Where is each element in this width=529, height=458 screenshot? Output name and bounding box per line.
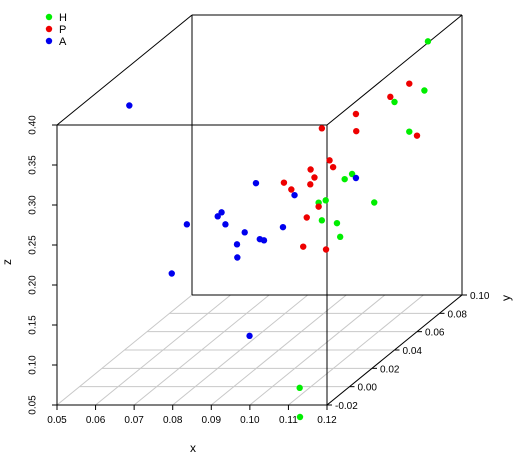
x-tick-label: 0.12 — [317, 415, 337, 426]
data-point-p — [406, 80, 413, 87]
data-point-a — [126, 102, 133, 109]
data-point-h — [341, 175, 348, 183]
data-point-a — [168, 270, 175, 277]
z-axis-label: z — [0, 259, 14, 265]
data-point-a — [241, 229, 248, 236]
data-point-p — [303, 214, 310, 221]
data-point-a — [234, 254, 241, 261]
data-point-p — [352, 110, 360, 118]
data-point-a — [233, 241, 241, 248]
plot-box — [56, 14, 463, 406]
y-tick-label: 0.00 — [358, 383, 378, 394]
data-point-p — [353, 127, 360, 135]
x-tick-label: 0.05 — [47, 415, 67, 426]
data-point-p — [318, 125, 326, 132]
data-point-p — [329, 163, 337, 171]
z-tick-label: 0.20 — [28, 275, 39, 295]
data-point-a — [352, 174, 360, 182]
x-tick-label: 0.10 — [240, 415, 260, 426]
x-axis-label: x — [190, 441, 196, 455]
data-point-p — [307, 181, 314, 188]
data-point-h — [322, 197, 329, 204]
data-point-h — [333, 219, 341, 227]
data-point-p — [307, 166, 314, 173]
data-point-h — [296, 413, 304, 421]
data-point-h — [318, 217, 326, 224]
data-point-a — [252, 179, 260, 187]
legend-marker-p — [45, 25, 53, 33]
data-point-h — [424, 38, 432, 45]
data-point-p — [326, 157, 333, 164]
data-point-h — [296, 384, 303, 392]
data-point-p — [387, 93, 394, 101]
data-point-p — [315, 203, 322, 210]
x-tick-label: 0.06 — [86, 415, 106, 426]
x-tick-label: 0.09 — [202, 415, 222, 426]
z-tick-label: 0.25 — [28, 235, 39, 255]
floor-grid — [56, 294, 463, 406]
data-point-a — [214, 213, 221, 220]
y-tick-label: 0.10 — [470, 291, 490, 302]
y-tick-label: 0.08 — [448, 309, 468, 320]
y-axis-label: y — [499, 295, 513, 301]
data-point-p — [311, 174, 318, 181]
x-tick-label: 0.08 — [163, 415, 183, 426]
box-edge — [56, 14, 193, 126]
z-tick-label: 0.30 — [28, 195, 39, 215]
legend-marker-a — [45, 37, 53, 45]
data-point-p — [288, 186, 295, 193]
data-point-a — [246, 332, 253, 340]
x-tick-label: 0.07 — [124, 415, 144, 426]
z-tick-label: 0.40 — [28, 115, 39, 135]
data-point-a — [218, 209, 225, 216]
legend: HPA — [45, 12, 67, 48]
y-tick-label: 0.02 — [380, 364, 400, 375]
y-tick-label: 0.04 — [403, 346, 423, 357]
data-point-a — [183, 221, 191, 228]
legend-label-a: A — [59, 36, 67, 48]
legend-label-h: H — [59, 12, 67, 24]
z-tick-label: 0.15 — [28, 315, 39, 335]
data-point-a — [279, 223, 287, 231]
data-point-p — [300, 243, 307, 250]
z-tick-label: 0.35 — [28, 155, 39, 175]
z-tick-label: 0.05 — [28, 395, 39, 415]
data-point-h — [391, 98, 398, 106]
data-point-a — [222, 221, 229, 228]
y-tick-label: -0.02 — [335, 401, 358, 412]
legend-marker-h — [45, 13, 53, 21]
legend-label-p: P — [59, 24, 66, 36]
data-point-p — [413, 132, 421, 139]
box-edge — [326, 14, 463, 126]
data-point-p — [322, 246, 330, 253]
z-tick-label: 0.10 — [28, 355, 39, 375]
data-point-h — [371, 199, 378, 206]
data-point-h — [421, 87, 428, 94]
data-point-h — [406, 128, 413, 135]
data-point-p — [280, 179, 288, 186]
data-point-h — [336, 233, 344, 241]
x-tick-label: 0.11 — [279, 415, 298, 426]
data-points — [126, 38, 432, 421]
data-point-a — [256, 235, 264, 243]
data-point-a — [291, 191, 298, 199]
axis-ticks: 0.05 0.06 0.07 0.08 0.09 0.10 0.11 0.12 0.05 0.10… — [28, 115, 490, 426]
y-tick-label: 0.06 — [425, 328, 445, 339]
data-point-h — [348, 170, 356, 178]
